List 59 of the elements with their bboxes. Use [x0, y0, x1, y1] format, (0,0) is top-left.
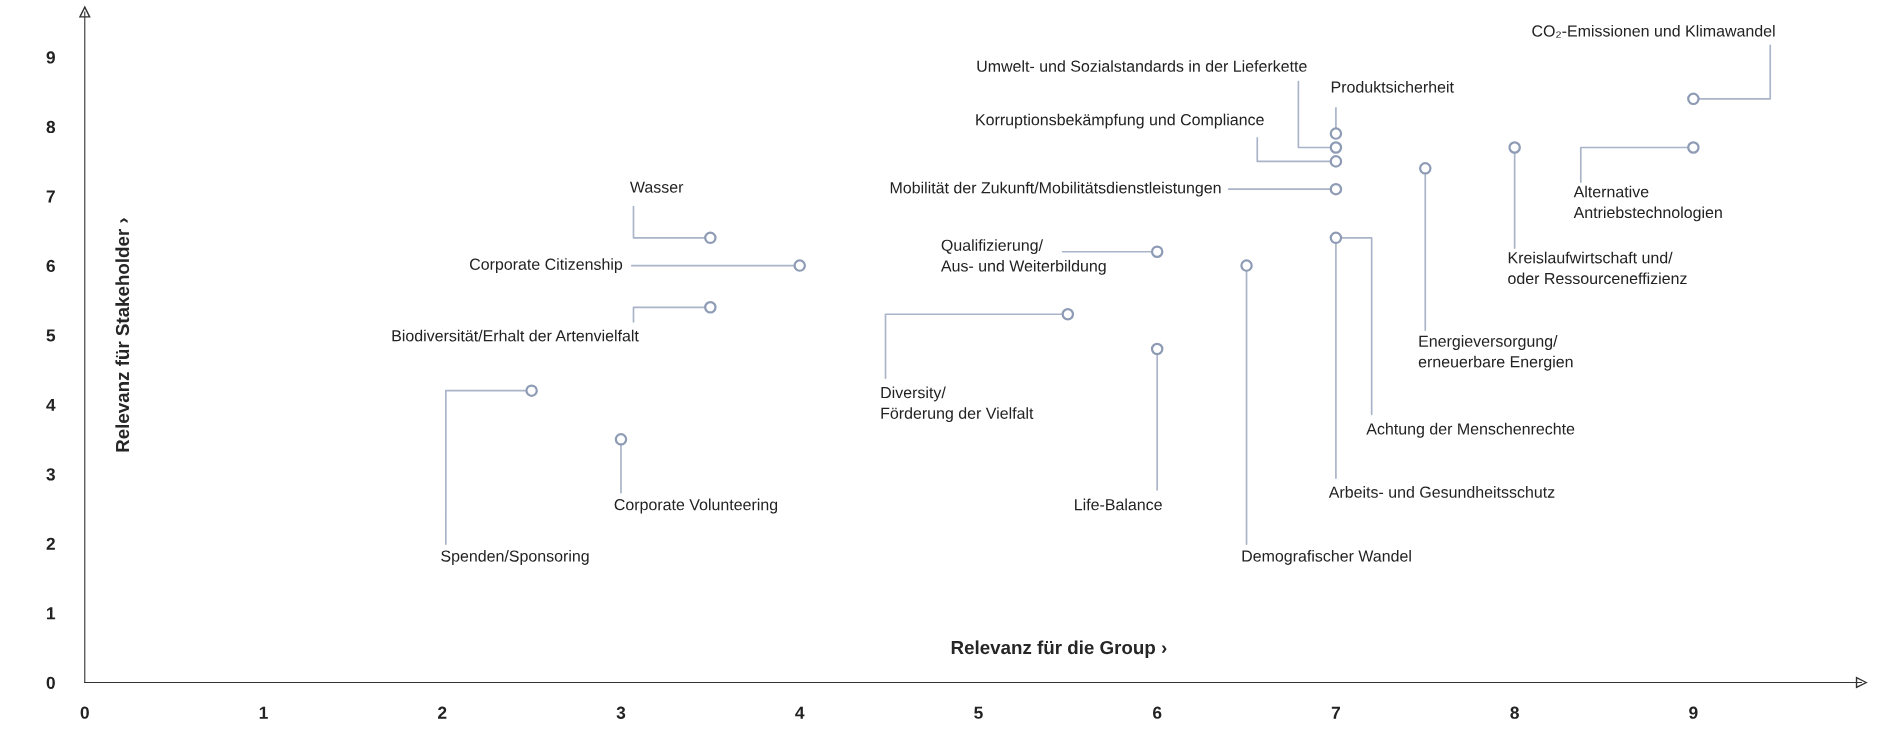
- y-tick-label: 1: [47, 607, 56, 620]
- point: [1150, 342, 1164, 356]
- y-tick-label: 4: [46, 398, 56, 411]
- x-tick-label: 3: [616, 706, 626, 719]
- annotation: Corporate Citizenship: [470, 258, 623, 274]
- y-tick-label: 9: [46, 51, 55, 64]
- point: [704, 301, 717, 314]
- point: [1687, 141, 1700, 154]
- annotation: CO₂-Emissionen und Klimawandel: [1532, 24, 1775, 38]
- x-tick-label: 2: [438, 706, 447, 719]
- point: [1329, 182, 1343, 196]
- annotation: Arbeits- und Gesundheitsschutz: [1328, 486, 1555, 498]
- point: [1329, 141, 1343, 154]
- x-axis-title: Relevanz für die Group ›: [951, 640, 1167, 658]
- point: [1419, 162, 1432, 175]
- annotation: Produktsicherheit: [1331, 80, 1454, 93]
- annotation: Kreislaufwirtschaft und/ oder Ressourceneffizienz: [1508, 251, 1687, 285]
- y-tick-label: 5: [46, 329, 56, 342]
- y-axis-title: Relevanz für Stakeholder ›: [115, 218, 130, 452]
- point: [1150, 245, 1164, 258]
- x-tick-label: 7: [1331, 706, 1340, 719]
- annotation: Energieversorgung/ erneuerbare Energien: [1418, 335, 1573, 371]
- point: [1329, 231, 1343, 245]
- annotation: Qualifizierung/ Aus- und Weiterbildung: [940, 239, 1106, 275]
- point: [1061, 307, 1075, 321]
- point: [1508, 141, 1521, 154]
- annotation: Spenden/Sponsoring: [441, 549, 589, 565]
- y-tick-label: 8: [46, 120, 56, 134]
- x-tick-label: 6: [1152, 706, 1162, 719]
- annotation: Diversity/ Förderung der Vielfalt: [881, 386, 1034, 423]
- x-tick-label: 8: [1510, 706, 1519, 719]
- x-tick-label: 9: [1689, 706, 1698, 719]
- point: [1687, 92, 1700, 106]
- annotation: Biodiversität/Erhalt der Artenvielfalt: [392, 329, 639, 342]
- x-tick-label: 4: [795, 706, 805, 719]
- annotation: Korruptionsbekämpfung und Compliance: [976, 113, 1264, 129]
- y-tick-label: 6: [46, 259, 55, 273]
- point: [1329, 127, 1343, 140]
- y-tick-label: 3: [46, 468, 55, 481]
- annotation: Demografischer Wandel: [1242, 549, 1411, 565]
- point: [525, 384, 538, 397]
- annotation: Wasser: [629, 181, 684, 193]
- annotation: Life-Balance: [1075, 498, 1162, 511]
- annotation: Alternative Antriebstechnologien: [1573, 185, 1722, 222]
- annotation: Mobilität der Zukunft/Mobilitätsdienstleistungen: [890, 181, 1221, 197]
- point: [704, 231, 717, 245]
- annotation: Corporate Volunteering: [614, 498, 778, 514]
- x-tick-label: 0: [80, 706, 89, 719]
- annotation: Umwelt- und Sozialstandards in der Lieferkette: [977, 60, 1307, 72]
- y-tick-label: 7: [46, 190, 55, 203]
- annotation: Achtung der Menschenrechte: [1366, 422, 1575, 438]
- y-tick-label: 0: [46, 676, 55, 689]
- point: [793, 259, 806, 272]
- point: [1329, 155, 1343, 168]
- point: [1240, 259, 1253, 272]
- point: [614, 433, 628, 446]
- x-tick-label: 1: [259, 706, 268, 719]
- y-tick-label: 2: [46, 537, 55, 550]
- x-tick-label: 5: [974, 706, 983, 719]
